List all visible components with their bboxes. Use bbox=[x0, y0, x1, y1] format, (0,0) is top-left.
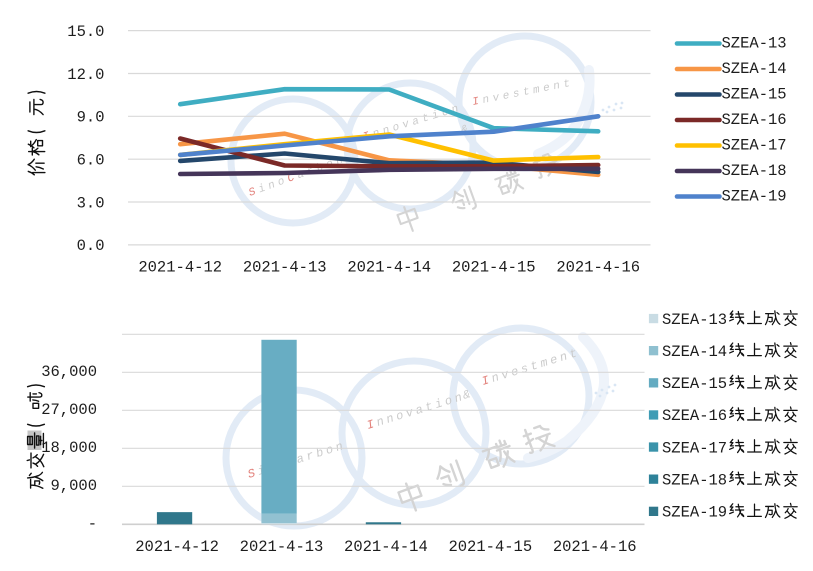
svg-text:2021-4-15: 2021-4-15 bbox=[448, 538, 532, 556]
svg-text:2021-4-14: 2021-4-14 bbox=[344, 538, 428, 556]
svg-text:2021-4-16: 2021-4-16 bbox=[556, 258, 640, 276]
svg-text:12.0: 12.0 bbox=[67, 66, 104, 84]
svg-text:SZEA-14: SZEA-14 bbox=[662, 343, 727, 361]
svg-text:2021-4-14: 2021-4-14 bbox=[347, 258, 431, 276]
svg-text:SZEA-14: SZEA-14 bbox=[722, 60, 787, 78]
svg-text:SZEA-15: SZEA-15 bbox=[722, 86, 787, 104]
svg-text:&: & bbox=[461, 386, 475, 402]
svg-text:SZEA-17: SZEA-17 bbox=[662, 439, 727, 457]
svg-text:2021-4-13: 2021-4-13 bbox=[240, 538, 324, 556]
svg-text:9,000: 9,000 bbox=[50, 477, 97, 495]
svg-text:SZEA-15: SZEA-15 bbox=[662, 375, 727, 393]
svg-text:SZEA-18: SZEA-18 bbox=[722, 162, 787, 180]
svg-text:SZEA-19: SZEA-19 bbox=[662, 504, 727, 522]
svg-text:18,000: 18,000 bbox=[41, 439, 97, 457]
svg-text:2021-4-12: 2021-4-12 bbox=[138, 258, 222, 276]
svg-text:2021-4-13: 2021-4-13 bbox=[243, 258, 327, 276]
svg-text:6.0: 6.0 bbox=[77, 152, 105, 170]
svg-text:SZEA-16: SZEA-16 bbox=[662, 407, 727, 425]
svg-text:2021-4-16: 2021-4-16 bbox=[553, 538, 637, 556]
svg-text:36,000: 36,000 bbox=[41, 363, 97, 381]
svg-text:SZEA-17: SZEA-17 bbox=[722, 137, 787, 155]
svg-text:-: - bbox=[88, 515, 97, 533]
svg-text:SZEA-13: SZEA-13 bbox=[662, 311, 727, 329]
svg-text:SZEA-19: SZEA-19 bbox=[722, 188, 787, 206]
svg-text:2021-4-15: 2021-4-15 bbox=[452, 258, 536, 276]
svg-text:9.0: 9.0 bbox=[77, 109, 105, 127]
svg-text:3.0: 3.0 bbox=[77, 194, 105, 212]
svg-text:SZEA-18: SZEA-18 bbox=[662, 471, 727, 489]
svg-text:SZEA-16: SZEA-16 bbox=[722, 111, 787, 129]
svg-text:27,000: 27,000 bbox=[41, 401, 97, 419]
svg-text:15.0: 15.0 bbox=[67, 23, 104, 41]
svg-text:2021-4-12: 2021-4-12 bbox=[135, 538, 219, 556]
svg-text:SZEA-13: SZEA-13 bbox=[722, 35, 787, 53]
svg-text:0.0: 0.0 bbox=[77, 237, 105, 255]
